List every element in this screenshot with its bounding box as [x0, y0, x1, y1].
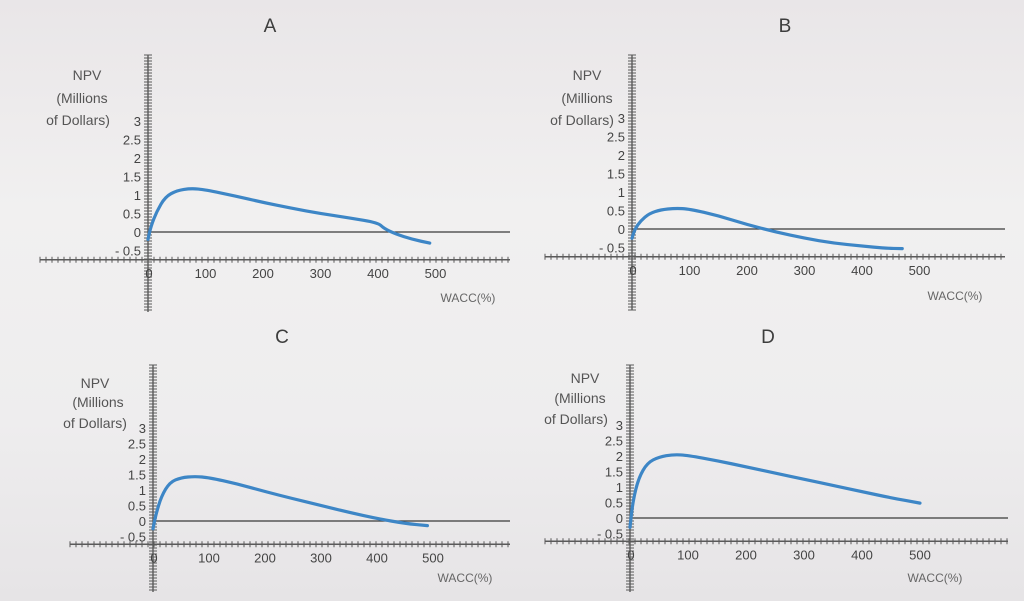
y-tick-label: - 0.5 [120, 530, 146, 545]
y-tick-label: 3 [618, 111, 625, 126]
y-tick-label: 0 [139, 514, 146, 529]
x-tick-label: 500 [909, 263, 931, 278]
x-axis-label: WACC(%) [908, 571, 963, 585]
y-tick-label: 0 [134, 225, 141, 240]
y-tick-label: 2 [139, 452, 146, 467]
x-tick-label: 100 [677, 547, 699, 562]
x-tick-label: 200 [735, 547, 757, 562]
y-axis-label: NPV [81, 375, 110, 391]
npv-curve [151, 475, 429, 531]
y-tick-label: 2 [616, 449, 623, 464]
y-tick-label: - 0.5 [115, 244, 141, 259]
npv-curve [146, 187, 432, 245]
y-tick-label: - 0.5 [597, 527, 623, 542]
x-tick-label: 300 [793, 547, 815, 562]
chart-title: B [779, 16, 792, 37]
x-tick-label: 0 [627, 547, 634, 562]
x-axis-label: WACC(%) [441, 291, 496, 305]
x-tick-label: 400 [367, 266, 389, 281]
x-tick-label: 100 [198, 550, 220, 565]
x-tick-label: 500 [422, 550, 444, 565]
y-tick-label: 0.5 [605, 496, 623, 511]
x-tick-label: 0 [145, 266, 152, 281]
x-tick-label: 400 [851, 263, 873, 278]
y-tick-label: 1.5 [123, 170, 141, 185]
y-tick-label: 3 [139, 421, 146, 436]
y-axis-label: of Dollars) [63, 415, 127, 431]
npv-curve [630, 206, 904, 251]
y-tick-label: 1.5 [607, 167, 625, 182]
x-tick-label: 500 [909, 547, 931, 562]
y-axis-label: NPV [73, 67, 102, 83]
y-tick-label: 0 [616, 511, 623, 526]
y-tick-label: 1 [134, 188, 141, 203]
y-tick-label: 2.5 [128, 437, 146, 452]
x-axis-label: WACC(%) [438, 571, 493, 585]
x-tick-label: 300 [310, 266, 332, 281]
y-tick-label: 3 [134, 114, 141, 129]
chart-b: B NPV (Millions of Dollars) 3 2.5 2 1.5 1 0.5 0 - 0… [544, 16, 1005, 311]
y-tick-label: 1 [618, 185, 625, 200]
x-tick-label: 200 [736, 263, 758, 278]
y-tick-label: 2 [134, 151, 141, 166]
y-axis-label: (Millions [561, 90, 612, 106]
y-axis-label: of Dollars) [550, 112, 614, 128]
x-tick-label: 0 [629, 263, 636, 278]
y-axis-label: (Millions [56, 90, 107, 106]
y-tick-label: 1 [139, 483, 146, 498]
chart-title: A [264, 16, 277, 37]
y-axis-label: (Millions [554, 390, 605, 406]
y-axis-label: NPV [573, 67, 602, 83]
x-tick-label: 0 [150, 550, 157, 565]
y-axis-label: of Dollars) [544, 411, 608, 427]
x-tick-label: 400 [851, 547, 873, 562]
y-tick-label: 2.5 [607, 130, 625, 145]
y-tick-label: 2.5 [123, 133, 141, 148]
y-tick-label: 2.5 [605, 434, 623, 449]
x-tick-label: 200 [254, 550, 276, 565]
x-tick-label: 200 [252, 266, 274, 281]
y-tick-label: - 0.5 [599, 241, 625, 256]
x-tick-label: 500 [425, 266, 447, 281]
y-axis-label: NPV [571, 370, 600, 386]
x-tick-label: 100 [195, 266, 217, 281]
y-tick-label: 1 [616, 480, 623, 495]
y-tick-label: 0.5 [123, 207, 141, 222]
x-axis-label: WACC(%) [928, 289, 983, 303]
y-tick-label: 0.5 [607, 204, 625, 219]
npv-curve [628, 453, 922, 529]
y-tick-label: 0 [618, 222, 625, 237]
y-axis-label: (Millions [72, 394, 123, 410]
y-tick-label: 1.5 [128, 468, 146, 483]
y-tick-label: 2 [618, 148, 625, 163]
y-axis-label: of Dollars) [46, 112, 110, 128]
x-tick-label: 400 [366, 550, 388, 565]
x-tick-label: 100 [679, 263, 701, 278]
y-tick-label: 3 [616, 418, 623, 433]
x-tick-label: 300 [794, 263, 816, 278]
y-tick-label: 0.5 [128, 499, 146, 514]
chart-title: C [275, 327, 289, 348]
y-tick-label: 1.5 [605, 465, 623, 480]
x-tick-label: 300 [310, 550, 332, 565]
chart-a: A NPV (Millions of Dollars) 3 2.5 2 1.5 1 0.5 0 - 0… [39, 16, 510, 312]
chart-title: D [761, 327, 775, 348]
